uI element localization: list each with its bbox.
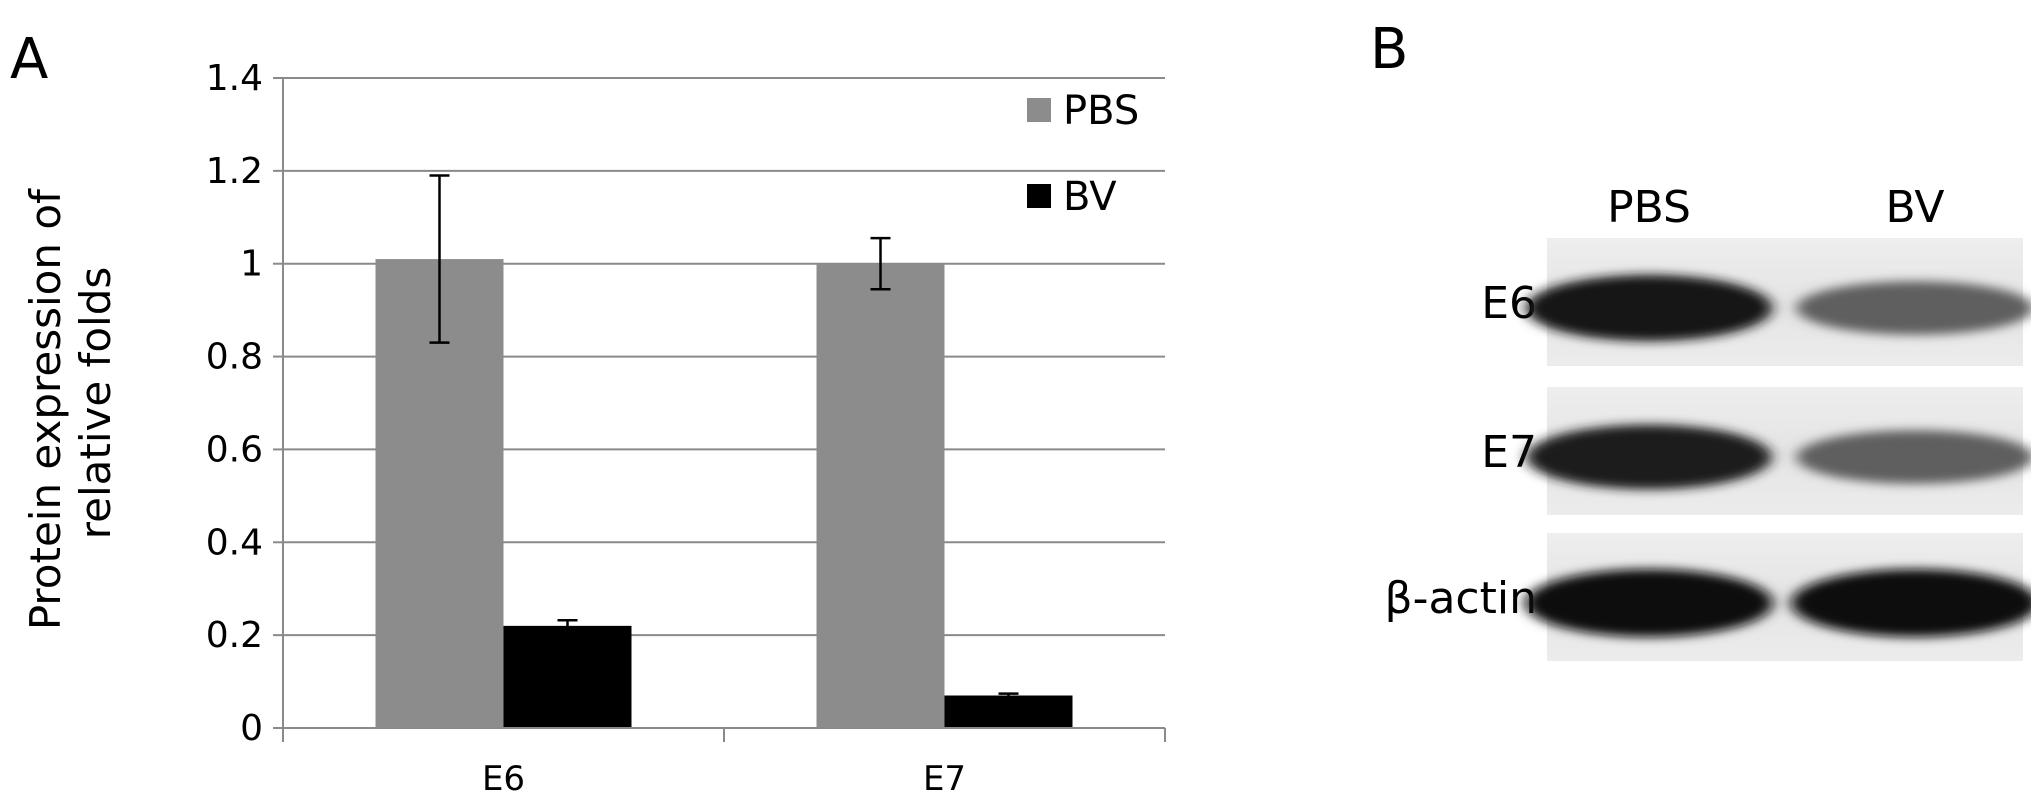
- bar-bv-e6: [503, 625, 632, 728]
- legend-label-bv: BV: [1063, 174, 1117, 220]
- blot-band: [1525, 569, 1773, 637]
- y-axis-title: Protein expression of relative folds: [21, 176, 120, 630]
- error-bar-pbs-e7: [870, 236, 891, 291]
- y-tick-label: 1.4: [206, 58, 263, 99]
- x-tick-label: E6: [482, 759, 525, 796]
- y-tick-labels: 0 0.2 0.4 0.6 0.8 1 1.2 1.4: [206, 58, 263, 749]
- blot-row: E7: [1481, 387, 2031, 515]
- error-bar-bv-e6: [557, 619, 578, 633]
- blot-row: β-actin: [1385, 533, 2031, 661]
- y-tick-label: 0.2: [206, 615, 263, 656]
- y-axis-title-line-1: Protein expression of: [21, 188, 70, 630]
- blot-band: [1525, 274, 1773, 342]
- bars: [375, 259, 1073, 728]
- bar-pbs-e7: [816, 263, 945, 728]
- error-bar-pbs-e6: [429, 174, 450, 344]
- axes: [273, 77, 1166, 742]
- y-tick-label: 1: [240, 244, 263, 285]
- y-tick-label: 0.4: [206, 522, 263, 563]
- blot-band: [1791, 569, 2031, 637]
- panel-a-letter: A: [10, 27, 48, 92]
- y-tick-label: 0.6: [206, 429, 263, 470]
- error-bars: [429, 174, 1019, 699]
- bar-bv-e7: [944, 695, 1073, 728]
- y-tick-label: 0: [240, 708, 263, 749]
- x-tick-label: E7: [923, 759, 966, 796]
- blot-lane-label: PBS: [1607, 182, 1691, 233]
- y-axis-title-line-2: relative folds: [71, 267, 120, 539]
- blot-row: E6: [1481, 238, 2031, 366]
- blot-band: [1796, 430, 2031, 484]
- legend-swatch-bv: [1027, 184, 1051, 208]
- legend: PBS BV: [1027, 88, 1139, 220]
- y-tick-label: 0.8: [206, 337, 263, 378]
- bar-chart: 0 0.2 0.4 0.6 0.8 1 1.2 1.4 E6 E7 PBS BV Protein …: [21, 58, 1166, 796]
- legend-label-pbs: PBS: [1063, 88, 1139, 134]
- y-tick-label: 1.2: [206, 151, 263, 192]
- error-bar-bv-e7: [998, 692, 1019, 699]
- panel-b-letter: B: [1370, 17, 1408, 82]
- blot-row-label: β-actin: [1385, 573, 1537, 624]
- blot-band: [1526, 424, 1772, 490]
- x-tick-labels: E6 E7: [482, 759, 966, 796]
- blot-band: [1796, 281, 2031, 335]
- blot-lane-label: BV: [1886, 182, 1945, 233]
- legend-swatch-pbs: [1027, 98, 1051, 122]
